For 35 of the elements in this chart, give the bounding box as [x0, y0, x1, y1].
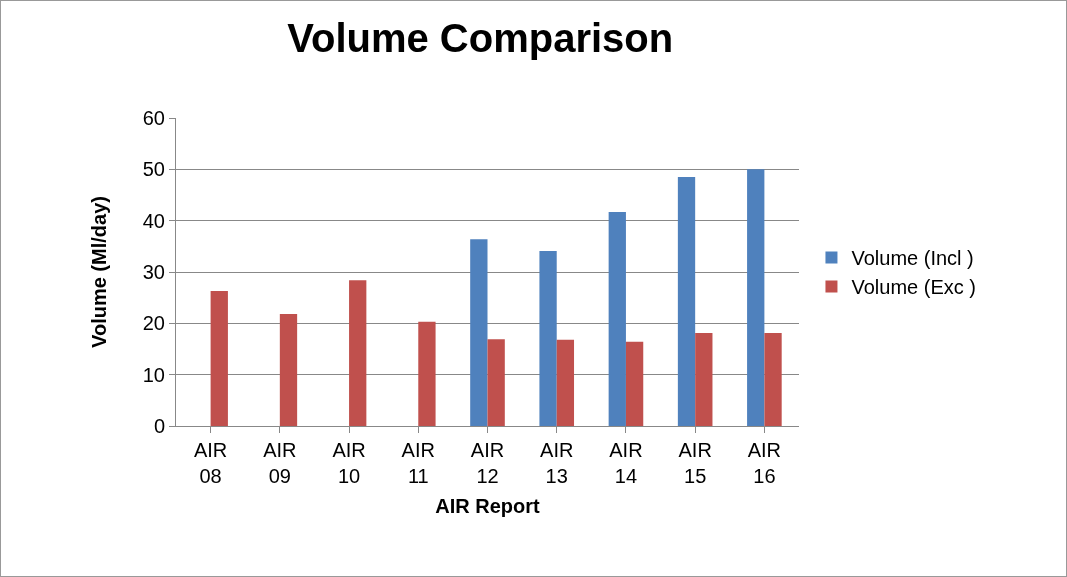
- bar: [349, 280, 367, 426]
- bar: [487, 339, 505, 426]
- bar: [279, 314, 298, 426]
- x-tick-label: AIR 16: [747, 439, 782, 487]
- x-tick-label: AIR 14: [609, 439, 643, 487]
- bar: [556, 339, 575, 426]
- bar: [608, 211, 626, 426]
- y-tick-label: 0: [153, 415, 165, 437]
- y-tick-label: 60: [142, 107, 165, 129]
- y-axis-title: Volume (Ml/day): [88, 196, 111, 348]
- x-tick-label: AIR 08: [193, 439, 228, 487]
- bar: [695, 333, 713, 426]
- bar: [747, 169, 765, 426]
- bar: [210, 290, 228, 426]
- x-tick-label: AIR 09: [263, 439, 297, 487]
- bar: [418, 321, 436, 426]
- y-tick-label: 10: [142, 363, 165, 386]
- x-tick-label: AIR 10: [332, 439, 366, 487]
- x-axis-title: AIR Report: [435, 494, 541, 517]
- bar: [470, 239, 488, 426]
- bar: [625, 341, 644, 426]
- y-tick-label: 50: [142, 158, 165, 181]
- legend-label: Volume (Exc ): [851, 276, 976, 299]
- bar: [764, 333, 782, 426]
- legend-label: Volume (Incl ): [851, 247, 974, 270]
- y-tick-label: 40: [142, 209, 165, 232]
- y-tick-label: 30: [142, 261, 165, 283]
- x-tick-label: AIR 13: [540, 439, 574, 487]
- bar: [677, 177, 696, 426]
- chart-title: Volume Comparison: [287, 16, 674, 60]
- x-tick-label: AIR 15: [678, 439, 712, 487]
- y-tick-label: 20: [142, 312, 165, 335]
- x-tick-label: AIR 11: [401, 439, 435, 487]
- x-tick-label: AIR 12: [470, 439, 505, 487]
- bar: [539, 250, 557, 426]
